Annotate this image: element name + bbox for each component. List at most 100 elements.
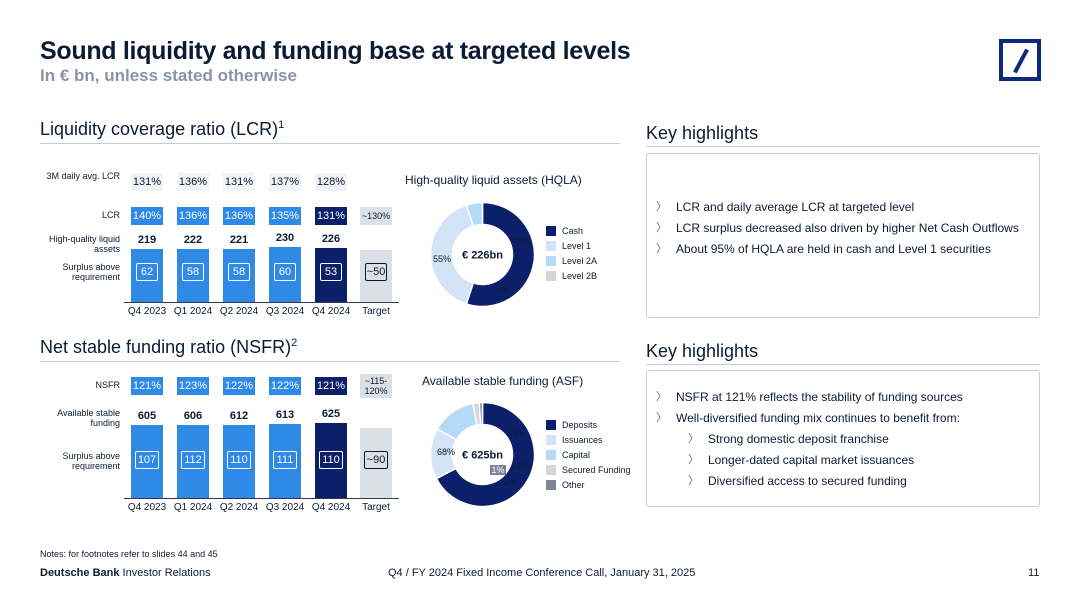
asf-value-label: 68% [437, 447, 455, 457]
asf-legend-label: Other [562, 479, 585, 490]
asf-bar [269, 424, 301, 498]
asf-bar [131, 425, 163, 498]
chevron-right-icon: 〉 [688, 475, 699, 487]
hqla-bar-value: 222 [183, 233, 203, 246]
hqla-slice [429, 204, 475, 305]
asf-bar-value: 606 [183, 410, 203, 423]
key-highlights-2-box [646, 370, 1040, 507]
nsfr-value: 122% [223, 377, 255, 395]
asf-legend-item: Capital [546, 447, 631, 462]
lcr-category-label: Q2 2024 [219, 306, 259, 317]
hqla-bar-value: 226 [321, 232, 341, 245]
hqla-legend-swatch [546, 255, 556, 266]
key-highlight-2-sub-item-text: Diversified access to secured funding [708, 474, 907, 488]
key-highlights-2-divider [646, 364, 1040, 365]
lcr-avg-value: 131% [223, 173, 255, 191]
asf-center-label: € 625bn [462, 450, 503, 462]
lcr-surplus-value: 58 [228, 263, 250, 281]
lcr-surplus-value: 60 [274, 263, 296, 281]
key-highlight-2-sub-item-text: Longer-dated capital market issuances [708, 453, 915, 467]
lcr-target-label: Target [362, 306, 390, 317]
hqla-legend-label: Level 2A [562, 255, 598, 266]
nsfr-target-surplus: ~90 [364, 451, 388, 469]
asf-legend-swatch [546, 434, 556, 445]
nsfr-surplus-value: 110 [319, 451, 343, 469]
lcr-category-label: Q4 2023 [127, 306, 167, 317]
hqla-value-label: 5% [495, 285, 508, 295]
hqla-legend-label: Level 2B [562, 270, 598, 281]
chevron-right-icon: 〉 [656, 391, 667, 403]
nsfr-surplus-value: 112 [181, 451, 205, 469]
key-highlight-2-item-text: Well-diversified funding mix continues t… [676, 411, 960, 425]
lcr-category-label: Q4 2024 [311, 306, 351, 317]
lcr-target-surplus: ~50 [365, 263, 387, 281]
key-highlight-2-item-text: NSFR at 121% reflects the stability of f… [676, 390, 963, 404]
key-highlight-2-sub-item: 〉 Diversified access to secured funding [646, 473, 1026, 489]
key-highlight-1-item-text: LCR surplus decreased also driven by hig… [676, 221, 1019, 235]
lcr-surplus-value: 53 [320, 263, 342, 281]
footnotes: Notes: for footnotes refer to slides 44 … [40, 549, 218, 559]
lcr-surplus-value: 58 [182, 263, 204, 281]
key-highlights-1-title: Key highlights [646, 123, 759, 143]
asf-bar-value: 612 [229, 409, 249, 422]
asf-slice [435, 401, 536, 508]
asf-bar-value: 613 [275, 409, 295, 422]
hqla-legend-item: Level 1 [546, 238, 597, 253]
nsfr-category-label: Q2 2024 [219, 502, 259, 513]
footer-brand: Deutsche Bank Investor Relations [40, 567, 211, 579]
nsfr-value: 123% [177, 377, 209, 395]
chevron-right-icon: 〉 [656, 222, 667, 234]
nsfr-row-label-surplus: Surplus above requirement [62, 451, 120, 471]
hqla-legend-swatch [546, 270, 556, 281]
asf-legend-label: Secured Funding [562, 464, 631, 475]
hqla-slice [465, 201, 484, 227]
asf-value-label: 16% [508, 428, 526, 438]
asf-value-label: 2% [503, 477, 516, 487]
lcr-value: 135% [269, 207, 301, 225]
asf-legend-item: Secured Funding [546, 462, 631, 477]
key-highlight-2-item: 〉 Well-diversified funding mix continues … [646, 410, 1026, 426]
hqla-slice [465, 201, 536, 308]
lcr-row-label-hqla: High-quality liquid assets [48, 234, 120, 254]
nsfr-category-label: Q1 2024 [173, 502, 213, 513]
nsfr-value: 121% [131, 377, 163, 395]
asf-legend-swatch [546, 449, 556, 460]
page-subtitle: In € bn, unless stated otherwise [40, 66, 297, 85]
key-highlight-1-item-text: About 95% of HQLA are held in cash and L… [676, 242, 991, 256]
lcr-row-label-surplus: Surplus above requirement [62, 262, 120, 282]
nsfr-category-label: Q4 2023 [127, 502, 167, 513]
asf-value-label-bg [490, 465, 506, 475]
nsfr-target-label: Target [362, 502, 390, 513]
chevron-right-icon: 〉 [656, 412, 667, 424]
nsfr-surplus-value: 111 [273, 451, 297, 469]
nsfr-row-label-nsfr: NSFR [95, 380, 121, 390]
hqla-legend-label: Level 1 [562, 240, 592, 251]
lcr-avg-value: 128% [315, 173, 347, 191]
chevron-right-icon: 〉 [656, 201, 667, 213]
asf-legend-item: Other [546, 477, 631, 492]
key-highlights-1-divider [646, 146, 1040, 147]
asf-slice [478, 401, 484, 426]
asf-legend: Deposits Issuances Capital Secured Funding O… [546, 417, 631, 492]
nsfr-section-title: Net stable funding ratio (NSFR)2 [40, 337, 298, 357]
lcr-value: 136% [223, 207, 255, 225]
key-highlight-1-item: 〉 About 95% of HQLA are held in cash and … [646, 241, 1026, 257]
asf-donut-chart: € 625bn 68% 16% 14% 2% 1% [429, 401, 536, 508]
hqla-center-label: € 226bn [462, 250, 503, 262]
hqla-legend-swatch [546, 240, 556, 251]
nsfr-category-label: Q3 2024 [265, 502, 305, 513]
hqla-legend-item: Level 2B [546, 268, 597, 283]
nsfr-value: 122% [269, 377, 301, 395]
asf-legend-swatch [546, 479, 556, 490]
page-title: Sound liquidity and funding base at targ… [40, 37, 631, 65]
nsfr-category-label: Q4 2024 [311, 502, 351, 513]
nsfr-target-bar [360, 428, 392, 498]
key-highlight-2-sub-item: 〉 Strong domestic deposit franchise [646, 431, 1026, 447]
asf-bar [315, 423, 347, 498]
footer-event: Q4 / FY 2024 Fixed Income Conference Cal… [388, 567, 696, 579]
hqla-donut-chart: € 226bn 55% 40% 5% [429, 201, 536, 308]
asf-legend-label: Issuances [562, 434, 603, 445]
hqla-legend-item: Level 2A [546, 253, 597, 268]
hqla-legend-swatch [546, 225, 556, 236]
asf-bar [223, 424, 255, 498]
